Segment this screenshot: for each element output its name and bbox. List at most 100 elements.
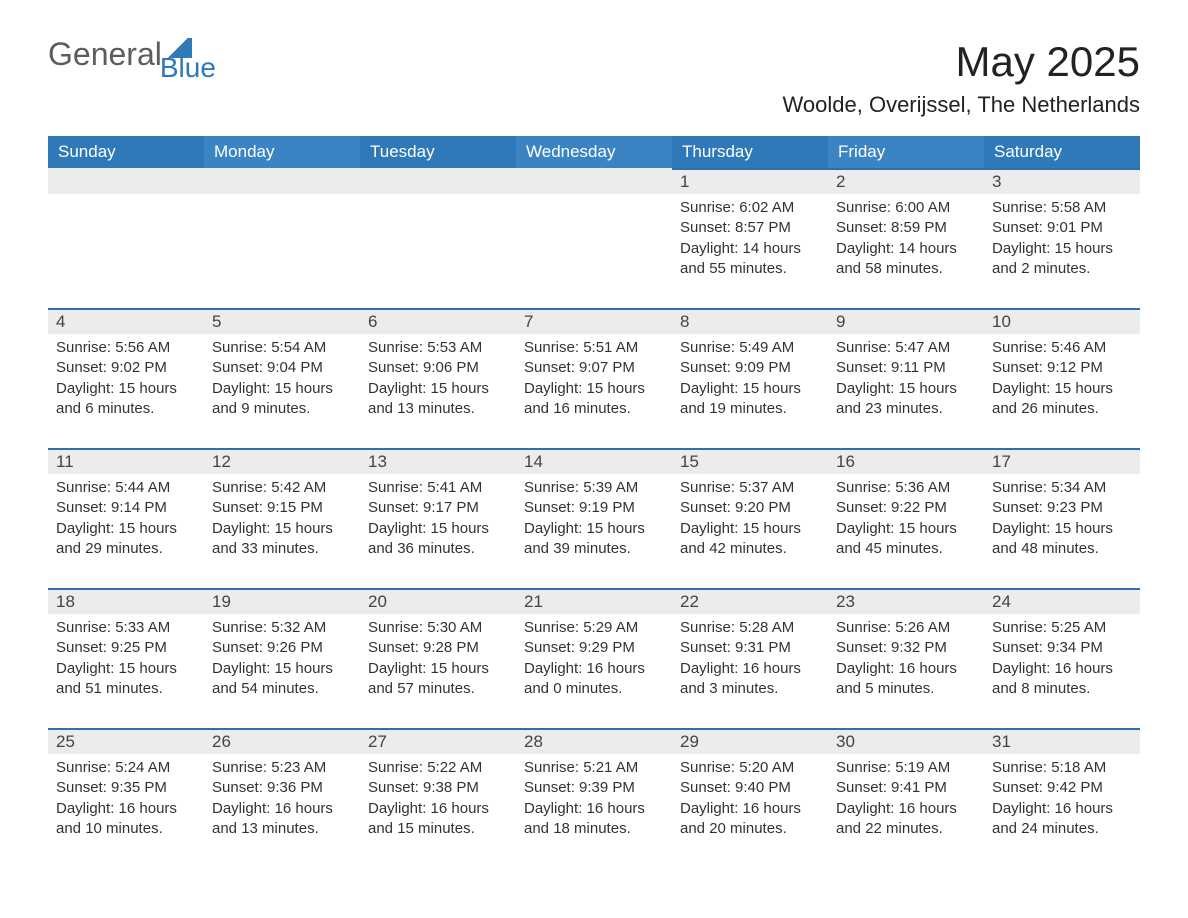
sunrise-line: Sunrise: 5:30 AM [368,618,508,638]
title-block: May 2025 Woolde, Overijssel, The Netherl… [783,38,1140,118]
day-body: Sunrise: 5:20 AMSunset: 9:40 PMDaylight:… [672,754,828,841]
sunset-line: Sunset: 9:41 PM [836,778,976,798]
day-number: 12 [204,448,360,474]
daylight-line: Daylight: 15 hours and 33 minutes. [212,519,352,560]
day-body: Sunrise: 5:49 AMSunset: 9:09 PMDaylight:… [672,334,828,421]
page-subtitle: Woolde, Overijssel, The Netherlands [783,92,1140,118]
sunset-line: Sunset: 9:04 PM [212,358,352,378]
sunset-line: Sunset: 9:40 PM [680,778,820,798]
day-number [48,168,204,194]
sunrise-line: Sunrise: 5:36 AM [836,478,976,498]
day-cell: 15Sunrise: 5:37 AMSunset: 9:20 PMDayligh… [672,448,828,568]
daylight-line: Daylight: 15 hours and 54 minutes. [212,659,352,700]
day-number: 15 [672,448,828,474]
sunset-line: Sunset: 9:42 PM [992,778,1132,798]
day-body: Sunrise: 6:00 AMSunset: 8:59 PMDaylight:… [828,194,984,281]
sunrise-line: Sunrise: 5:29 AM [524,618,664,638]
day-cell-empty [204,168,360,288]
day-number: 21 [516,588,672,614]
day-cell: 10Sunrise: 5:46 AMSunset: 9:12 PMDayligh… [984,308,1140,428]
day-number: 4 [48,308,204,334]
day-number: 16 [828,448,984,474]
sunrise-line: Sunrise: 5:20 AM [680,758,820,778]
day-body: Sunrise: 5:21 AMSunset: 9:39 PMDaylight:… [516,754,672,841]
sunset-line: Sunset: 9:32 PM [836,638,976,658]
day-number [204,168,360,194]
day-body: Sunrise: 5:19 AMSunset: 9:41 PMDaylight:… [828,754,984,841]
day-body: Sunrise: 5:39 AMSunset: 9:19 PMDaylight:… [516,474,672,561]
week-row: 11Sunrise: 5:44 AMSunset: 9:14 PMDayligh… [48,448,1140,568]
day-cell: 11Sunrise: 5:44 AMSunset: 9:14 PMDayligh… [48,448,204,568]
week-row: 1Sunrise: 6:02 AMSunset: 8:57 PMDaylight… [48,168,1140,288]
day-body: Sunrise: 5:36 AMSunset: 9:22 PMDaylight:… [828,474,984,561]
day-cell: 23Sunrise: 5:26 AMSunset: 9:32 PMDayligh… [828,588,984,708]
sunset-line: Sunset: 9:11 PM [836,358,976,378]
sunset-line: Sunset: 9:36 PM [212,778,352,798]
dow-header-cell: Tuesday [360,136,516,168]
dow-header-cell: Thursday [672,136,828,168]
daylight-line: Daylight: 16 hours and 22 minutes. [836,799,976,840]
daylight-line: Daylight: 16 hours and 24 minutes. [992,799,1132,840]
day-body [48,194,204,200]
sunset-line: Sunset: 9:01 PM [992,218,1132,238]
day-number: 20 [360,588,516,614]
sunset-line: Sunset: 9:25 PM [56,638,196,658]
sunrise-line: Sunrise: 5:39 AM [524,478,664,498]
day-number: 2 [828,168,984,194]
sunset-line: Sunset: 8:57 PM [680,218,820,238]
day-cell: 2Sunrise: 6:00 AMSunset: 8:59 PMDaylight… [828,168,984,288]
daylight-line: Daylight: 16 hours and 3 minutes. [680,659,820,700]
day-cell: 13Sunrise: 5:41 AMSunset: 9:17 PMDayligh… [360,448,516,568]
day-body: Sunrise: 5:25 AMSunset: 9:34 PMDaylight:… [984,614,1140,701]
day-number: 1 [672,168,828,194]
sunrise-line: Sunrise: 5:28 AM [680,618,820,638]
day-number: 13 [360,448,516,474]
sunrise-line: Sunrise: 5:26 AM [836,618,976,638]
sunrise-line: Sunrise: 5:53 AM [368,338,508,358]
day-body: Sunrise: 6:02 AMSunset: 8:57 PMDaylight:… [672,194,828,281]
daylight-line: Daylight: 16 hours and 18 minutes. [524,799,664,840]
day-cell: 26Sunrise: 5:23 AMSunset: 9:36 PMDayligh… [204,728,360,848]
daylight-line: Daylight: 16 hours and 10 minutes. [56,799,196,840]
day-cell: 24Sunrise: 5:25 AMSunset: 9:34 PMDayligh… [984,588,1140,708]
sunrise-line: Sunrise: 5:32 AM [212,618,352,638]
sunrise-line: Sunrise: 5:37 AM [680,478,820,498]
day-number: 17 [984,448,1140,474]
day-body: Sunrise: 5:41 AMSunset: 9:17 PMDaylight:… [360,474,516,561]
day-cell: 16Sunrise: 5:36 AMSunset: 9:22 PMDayligh… [828,448,984,568]
day-number: 11 [48,448,204,474]
sunset-line: Sunset: 9:20 PM [680,498,820,518]
sunrise-line: Sunrise: 5:21 AM [524,758,664,778]
sunrise-line: Sunrise: 5:41 AM [368,478,508,498]
daylight-line: Daylight: 16 hours and 0 minutes. [524,659,664,700]
sunrise-line: Sunrise: 5:19 AM [836,758,976,778]
day-cell: 20Sunrise: 5:30 AMSunset: 9:28 PMDayligh… [360,588,516,708]
day-number: 10 [984,308,1140,334]
day-cell: 9Sunrise: 5:47 AMSunset: 9:11 PMDaylight… [828,308,984,428]
day-number: 25 [48,728,204,754]
topbar: General Blue May 2025 Woolde, Overijssel… [48,38,1140,118]
day-number: 9 [828,308,984,334]
daylight-line: Daylight: 16 hours and 8 minutes. [992,659,1132,700]
sunset-line: Sunset: 9:35 PM [56,778,196,798]
sunrise-line: Sunrise: 5:56 AM [56,338,196,358]
daylight-line: Daylight: 15 hours and 26 minutes. [992,379,1132,420]
week-row: 25Sunrise: 5:24 AMSunset: 9:35 PMDayligh… [48,728,1140,848]
day-body: Sunrise: 5:33 AMSunset: 9:25 PMDaylight:… [48,614,204,701]
brand-logo: General Blue [48,38,216,82]
sunrise-line: Sunrise: 5:34 AM [992,478,1132,498]
day-number: 31 [984,728,1140,754]
weeks-container: 1Sunrise: 6:02 AMSunset: 8:57 PMDaylight… [48,168,1140,848]
day-cell: 21Sunrise: 5:29 AMSunset: 9:29 PMDayligh… [516,588,672,708]
day-cell: 14Sunrise: 5:39 AMSunset: 9:19 PMDayligh… [516,448,672,568]
daylight-line: Daylight: 15 hours and 36 minutes. [368,519,508,560]
sunrise-line: Sunrise: 5:54 AM [212,338,352,358]
sunset-line: Sunset: 9:15 PM [212,498,352,518]
day-body [360,194,516,200]
day-cell: 5Sunrise: 5:54 AMSunset: 9:04 PMDaylight… [204,308,360,428]
daylight-line: Daylight: 15 hours and 16 minutes. [524,379,664,420]
daylight-line: Daylight: 15 hours and 48 minutes. [992,519,1132,560]
sunset-line: Sunset: 9:02 PM [56,358,196,378]
day-body: Sunrise: 5:30 AMSunset: 9:28 PMDaylight:… [360,614,516,701]
sunrise-line: Sunrise: 5:44 AM [56,478,196,498]
